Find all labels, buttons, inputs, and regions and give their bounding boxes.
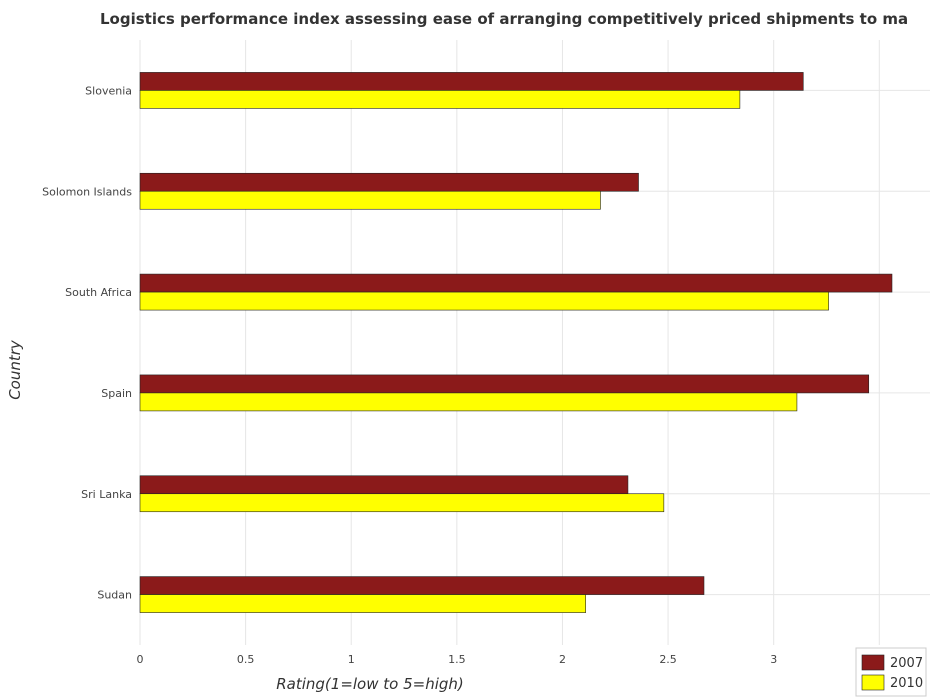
y-tick-label: Solomon Islands: [42, 185, 132, 198]
bar-2010-south-africa: [139, 291, 829, 311]
x-tick-label: 1.5: [448, 653, 466, 666]
chart-title: Logistics performance index assessing ea…: [100, 10, 908, 28]
bar-2007-sri-lanka: [139, 475, 629, 495]
bar-2010-solomon-islands: [139, 190, 601, 210]
y-tick-label: Sri Lanka: [81, 488, 132, 501]
bar-2007-sudan: [139, 576, 705, 595]
x-tick-label: 2.5: [659, 653, 677, 666]
x-tick-label: 2: [559, 653, 566, 666]
bar-2010-spain: [139, 392, 798, 412]
y-axis-label: Country: [6, 339, 24, 400]
bar-2010-sri-lanka: [139, 493, 665, 513]
x-tick-label: 0.5: [237, 653, 255, 666]
x-axis-label: Rating(1=low to 5=high): [276, 675, 464, 693]
bar-2007-slovenia: [139, 72, 804, 91]
y-tick-label: Slovenia: [85, 84, 132, 97]
bar-2007-south-africa: [139, 273, 893, 293]
grid: [139, 40, 930, 645]
bar-2007-spain: [139, 374, 870, 394]
bar-2007-solomon-islands: [139, 172, 639, 192]
bar-2010-sudan: [139, 594, 586, 613]
y-tick-label: Spain: [101, 387, 132, 400]
x-tick-label: 3: [770, 653, 777, 666]
bars: [139, 72, 893, 613]
y-tick-label: Sudan: [97, 589, 132, 602]
legend-swatch-2010: [861, 674, 885, 691]
legend-swatch-2007: [861, 654, 885, 671]
legend-label-2010: 2010: [890, 676, 923, 691]
y-tick-label: South Africa: [65, 286, 132, 299]
bar-2010-slovenia: [139, 90, 741, 109]
x-tick-label: 1: [348, 653, 355, 666]
legend-label-2007: 2007: [890, 656, 923, 671]
x-tick-label: 0: [137, 653, 144, 666]
legend: 2007 2010: [855, 647, 927, 697]
